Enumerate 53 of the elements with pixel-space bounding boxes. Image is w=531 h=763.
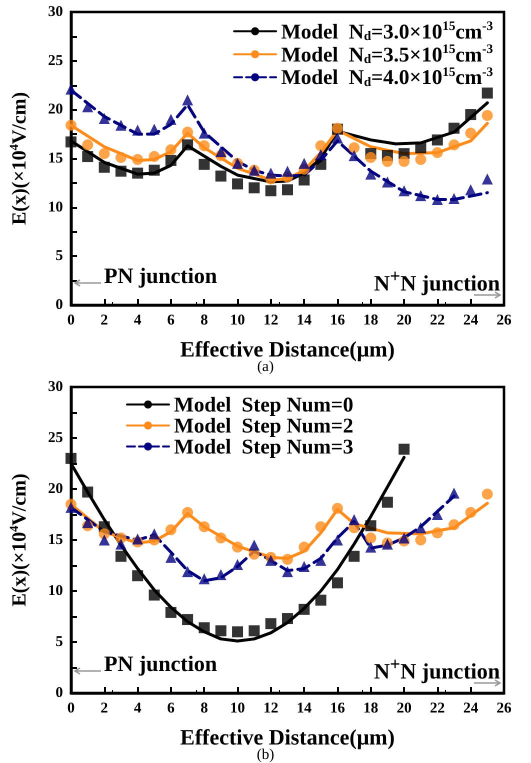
y-tick-label: 20 <box>48 102 63 118</box>
x-tick-label: 18 <box>363 700 378 716</box>
text: (a) <box>257 359 274 375</box>
y-axis-title: E(x)(×104V/cm) <box>7 473 30 607</box>
text: (b) <box>256 747 274 763</box>
y-tick-label: 10 <box>48 583 63 599</box>
y-tick-label: 20 <box>48 481 63 497</box>
x-tick-label: 12 <box>263 312 278 328</box>
legend-label: Model Step Num=0 <box>174 392 354 416</box>
y-tick-label: 5 <box>56 248 63 264</box>
x-tick-label: 16 <box>330 700 346 716</box>
x-tick-label: 24 <box>463 312 479 328</box>
x-tick-label: 18 <box>363 312 378 328</box>
x-tick-label: 26 <box>496 312 512 328</box>
y-axis-title: E(x)(×104V/cm) <box>7 92 30 226</box>
x-tick-label: 6 <box>167 700 176 716</box>
y-tick-label: 5 <box>56 634 63 650</box>
annotation: PN junction <box>104 651 218 677</box>
annotation: N$^{+}$N junction <box>374 265 500 296</box>
x-tick-label: 20 <box>396 700 412 716</box>
x-tick-label: 14 <box>296 700 312 716</box>
x-tick-label: 6 <box>167 312 176 328</box>
x-tick-label: 14 <box>296 312 312 328</box>
x-tick-label: 16 <box>330 312 346 328</box>
x-tick-label: 4 <box>134 312 142 328</box>
x-tick-label: 0 <box>67 312 75 328</box>
y-tick-label: 0 <box>56 297 63 313</box>
x-tick-label: 12 <box>263 700 278 716</box>
x-tick-label: 2 <box>100 312 108 328</box>
annotation: PN junction <box>104 263 218 289</box>
x-tick-label: 22 <box>430 312 445 328</box>
x-tick-label: 22 <box>430 700 445 716</box>
x-tick-label: 0 <box>67 700 75 716</box>
x-tick-label: 2 <box>100 700 108 716</box>
x-tick-label: 10 <box>230 312 246 328</box>
y-tick-label: 30 <box>48 4 63 20</box>
annotation: N$^{+}$N junction <box>374 653 500 684</box>
x-tick-label: 4 <box>134 700 142 716</box>
y-tick-label: 25 <box>48 430 63 446</box>
y-tick-label: 0 <box>56 685 63 701</box>
y-tick-label: 15 <box>48 150 63 166</box>
x-tick-label: 20 <box>396 312 412 328</box>
x-tick-label: 24 <box>463 700 479 716</box>
y-tick-label: 25 <box>48 52 63 69</box>
x-tick-label: 26 <box>496 700 512 716</box>
y-tick-label: 10 <box>48 199 63 216</box>
x-tick-label: 10 <box>230 700 246 716</box>
x-tick-label: 8 <box>200 312 208 328</box>
y-tick-label: 30 <box>48 379 63 395</box>
y-tick-label: 15 <box>48 532 63 548</box>
x-axis-title: Effective Distance(μm) <box>180 336 395 362</box>
x-axis-title: Effective Distance(μm) <box>180 724 395 750</box>
x-tick-label: 8 <box>200 700 208 716</box>
